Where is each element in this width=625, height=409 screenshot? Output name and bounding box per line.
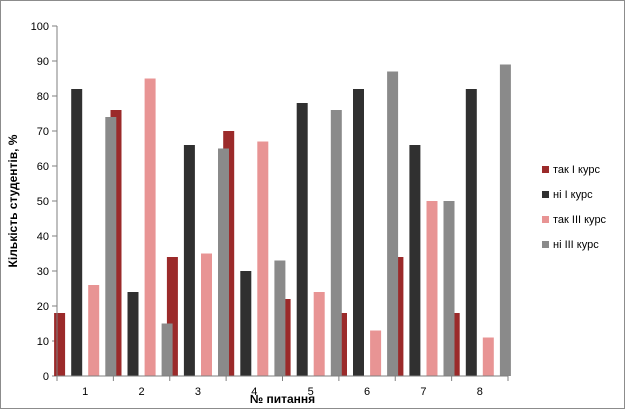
legend: так І курс ні І курс так ІІІ курс ні ІІІ ку… bbox=[542, 164, 607, 251]
bar bbox=[353, 89, 364, 376]
x-tick-label: 7 bbox=[420, 386, 426, 398]
y-axis-title: Кількість студентів, % bbox=[6, 134, 20, 267]
legend-label: так І курс bbox=[553, 164, 600, 176]
y-tick-label: 0 bbox=[43, 371, 49, 383]
bar bbox=[409, 145, 421, 376]
bar bbox=[465, 89, 477, 376]
legend-label: ні І курс bbox=[553, 189, 593, 201]
bar bbox=[499, 64, 511, 376]
bar bbox=[387, 71, 399, 376]
bar bbox=[166, 257, 178, 376]
bar bbox=[257, 141, 269, 376]
bar bbox=[144, 78, 156, 376]
y-tick-label: 60 bbox=[37, 161, 49, 173]
x-tick-label: 6 bbox=[364, 386, 370, 398]
bar bbox=[218, 148, 229, 376]
bar bbox=[183, 145, 195, 376]
y-tick-label: 100 bbox=[31, 21, 49, 33]
bar bbox=[127, 292, 139, 376]
y-tick-label: 20 bbox=[37, 301, 49, 313]
y-tick-label: 50 bbox=[37, 196, 49, 208]
x-axis-ticks: 1 2 3 4 5 6 7 8 bbox=[56, 376, 509, 398]
legend-swatch bbox=[542, 166, 549, 173]
x-tick-label: 5 bbox=[308, 386, 314, 398]
legend-swatch bbox=[542, 216, 549, 223]
x-tick-label: 8 bbox=[477, 386, 483, 398]
bar bbox=[274, 260, 286, 376]
bar bbox=[105, 117, 117, 376]
legend-swatch bbox=[542, 191, 549, 198]
y-tick-label: 30 bbox=[37, 266, 49, 278]
x-tick-label: 1 bbox=[82, 386, 88, 398]
x-tick-label: 3 bbox=[195, 386, 201, 398]
bar bbox=[201, 253, 212, 376]
y-tick-label: 80 bbox=[37, 91, 49, 103]
bar bbox=[370, 330, 382, 376]
bar bbox=[54, 313, 66, 376]
bar bbox=[313, 292, 325, 376]
bar bbox=[330, 110, 342, 376]
bar bbox=[161, 323, 173, 376]
legend-label: так ІІІ курс bbox=[553, 214, 607, 226]
bar bbox=[426, 201, 438, 376]
legend-label: ні ІІІ курс bbox=[553, 239, 599, 251]
y-tick-label: 70 bbox=[37, 126, 49, 138]
bar bbox=[482, 337, 494, 376]
bar bbox=[88, 285, 100, 376]
legend-swatch bbox=[542, 241, 549, 248]
y-tick-label: 90 bbox=[37, 56, 49, 68]
bars bbox=[54, 64, 511, 376]
x-tick-label: 4 bbox=[251, 386, 257, 398]
bar bbox=[240, 271, 252, 376]
x-tick-label: 2 bbox=[139, 386, 145, 398]
x-axis-title: № питання bbox=[250, 392, 315, 406]
y-tick-label: 10 bbox=[37, 336, 49, 348]
bar bbox=[296, 103, 308, 376]
y-axis-ticks: 0 10 20 30 40 50 60 70 80 90 100 bbox=[31, 21, 57, 383]
bar bbox=[443, 201, 455, 376]
y-tick-label: 40 bbox=[37, 231, 49, 243]
bar bbox=[71, 89, 83, 376]
